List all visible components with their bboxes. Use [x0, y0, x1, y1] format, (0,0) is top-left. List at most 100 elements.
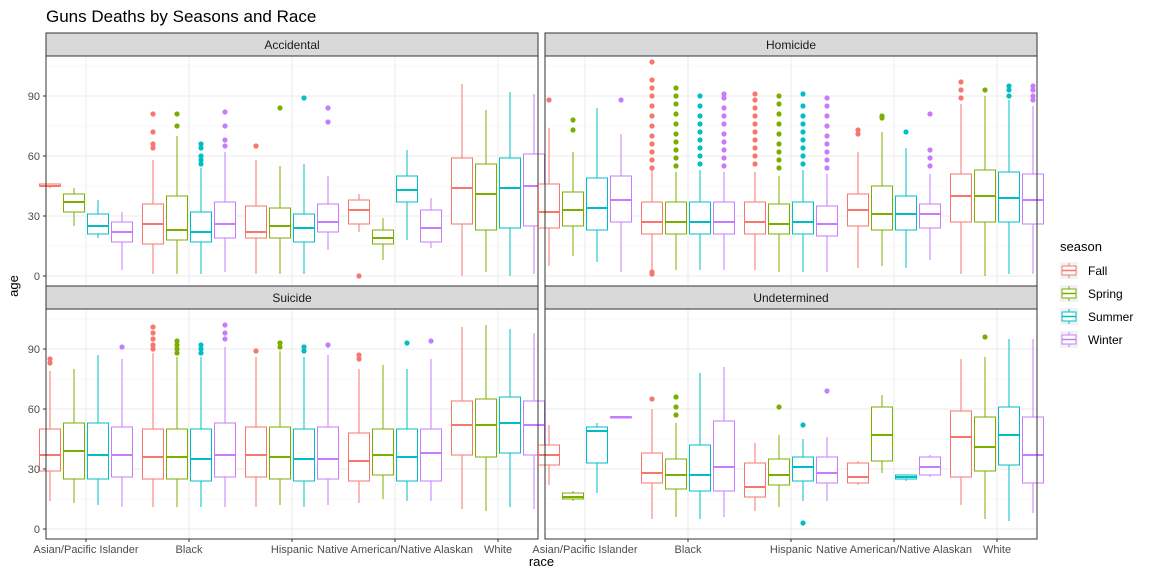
outlier-point [222, 330, 228, 336]
box-body [190, 428, 212, 482]
box-asian-pacific-islander-winter [111, 212, 133, 270]
box-hispanic-winter [816, 95, 838, 272]
outlier-point [697, 129, 703, 135]
box-black-winter [713, 367, 735, 517]
box-black-fall [142, 324, 164, 507]
outlier-point [776, 111, 782, 117]
box-body [396, 428, 418, 482]
outlier-point [752, 97, 758, 103]
outlier-point [697, 137, 703, 143]
outlier-point [404, 340, 410, 346]
box-body [214, 201, 236, 239]
box-black-spring [166, 338, 188, 507]
box-native-american-native-alaskan-winter [420, 198, 442, 248]
outlier-point [800, 129, 806, 135]
outlier-point [752, 121, 758, 127]
box-body [475, 163, 497, 231]
y-tick-label: 30 [28, 211, 40, 223]
legend-label: Summer [1088, 310, 1133, 324]
y-tick-label: 90 [28, 344, 40, 356]
outlier-point [673, 85, 679, 91]
box-body [317, 426, 339, 480]
box-native-american-native-alaskan-spring [372, 218, 394, 260]
box-asian-pacific-islander-fall [39, 183, 61, 188]
box-body [950, 410, 972, 478]
outlier-point [800, 161, 806, 167]
box-body [974, 416, 996, 472]
outlier-point [649, 133, 655, 139]
outlier-point [47, 360, 53, 366]
outlier-point [673, 412, 679, 418]
box-black-summer [689, 373, 711, 519]
outlier-point [776, 131, 782, 137]
outlier-point [958, 87, 964, 93]
y-tick-label: 0 [34, 271, 40, 283]
outlier-point [150, 111, 156, 117]
y-tick-label: 60 [28, 151, 40, 163]
box-black-spring [665, 85, 687, 270]
outlier-point [855, 127, 861, 133]
outlier-point [752, 91, 758, 97]
box-native-american-native-alaskan-fall [348, 194, 370, 279]
box-hispanic-fall [245, 348, 267, 507]
outlier-point [927, 155, 933, 161]
box-asian-pacific-islander-winter [610, 97, 632, 272]
outlier-point [649, 59, 655, 65]
outlier-point [824, 113, 830, 119]
box-body [586, 177, 608, 231]
outlier-point [119, 344, 125, 350]
outlier-point [721, 155, 727, 161]
box-body [950, 173, 972, 223]
box-hispanic-spring [269, 105, 291, 274]
outlier-point [649, 149, 655, 155]
outlier-point [800, 520, 806, 526]
box-white-summer [499, 92, 521, 276]
outlier-point [1030, 93, 1036, 99]
box-body [420, 209, 442, 243]
outlier-point [356, 356, 362, 362]
box-body [293, 428, 315, 482]
box-body [689, 444, 711, 492]
outlier-point [879, 113, 885, 119]
box-body [166, 195, 188, 241]
box-body [744, 201, 766, 235]
x-tick-label: Native American/Native Alaskan [816, 544, 972, 556]
outlier-point [174, 111, 180, 117]
box-native-american-native-alaskan-summer [396, 340, 418, 501]
box-white-spring [475, 110, 497, 272]
box-asian-pacific-islander-summer [87, 200, 109, 238]
outlier-point [927, 147, 933, 153]
outlier-point [277, 105, 283, 111]
outlier-point [649, 77, 655, 83]
box-body [665, 201, 687, 235]
x-tick-label: White [484, 544, 512, 556]
box-native-american-native-alaskan-fall [847, 127, 869, 268]
outlier-point [47, 356, 53, 362]
x-axis-title: race [529, 554, 554, 569]
outlier-point [253, 143, 259, 149]
outlier-point [277, 344, 283, 350]
box-native-american-native-alaskan-summer [895, 474, 917, 481]
x-tick-label: Black [176, 544, 203, 556]
outlier-point [800, 121, 806, 127]
facet-panel-suicide: Suicide 0 30 60 90 Asian/Pacific Islander Blac… [28, 285, 545, 556]
outlier-point [721, 147, 727, 153]
box-body [847, 462, 869, 484]
box-black-fall [641, 59, 663, 277]
outlier-point [253, 348, 259, 354]
box-body [451, 400, 473, 456]
box-hispanic-spring [269, 340, 291, 505]
box-white-summer [499, 329, 521, 507]
box-body [142, 428, 164, 480]
outlier-point [649, 396, 655, 402]
outlier-point [649, 157, 655, 163]
box-body [269, 207, 291, 239]
outlier-point [800, 137, 806, 143]
box-asian-pacific-islander-spring [562, 491, 584, 501]
box-body [713, 201, 735, 235]
box-hispanic-winter [816, 388, 838, 501]
outlier-point [198, 342, 204, 348]
outlier-point [721, 131, 727, 137]
box-white-winter [1022, 83, 1044, 274]
box-asian-pacific-islander-fall [538, 97, 560, 266]
